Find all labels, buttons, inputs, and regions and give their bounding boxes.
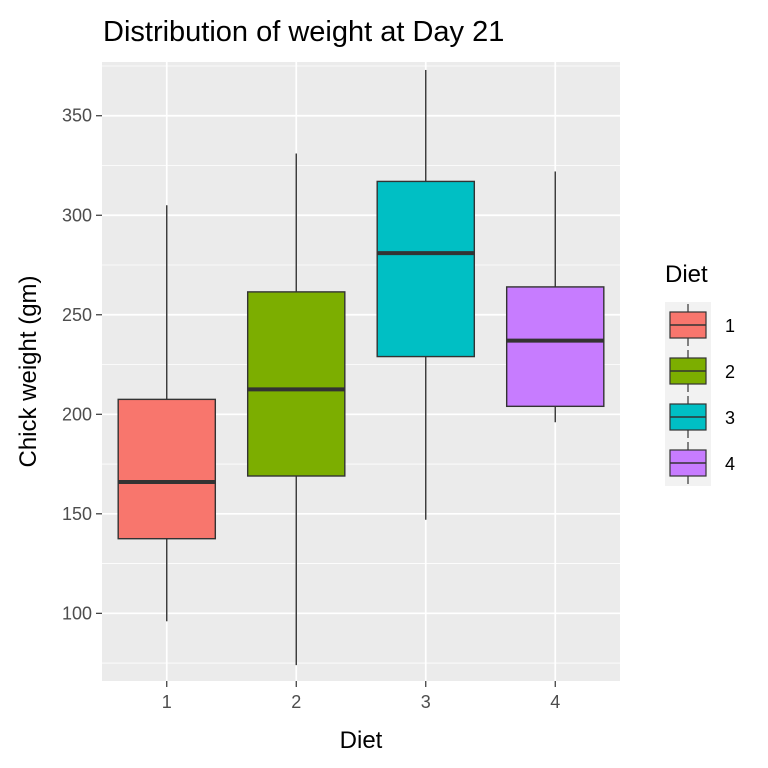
box-body (117, 398, 217, 540)
x-tick-label: 3 (421, 692, 431, 712)
legend-label: 4 (725, 454, 735, 474)
x-tick-label: 4 (550, 692, 560, 712)
legend: Diet 1 2 3 4 (665, 261, 735, 486)
box-body (376, 180, 476, 358)
box-diet-2 (246, 153, 346, 666)
legend-item-4: 4 (669, 442, 735, 484)
box-diet-1 (117, 205, 217, 622)
box-diet-3 (376, 69, 476, 520)
y-tick-label: 250 (62, 305, 92, 325)
box-body (246, 291, 346, 477)
legend-label: 1 (725, 316, 735, 336)
x-tick-label: 1 (162, 692, 172, 712)
legend-label: 3 (725, 408, 735, 428)
legend-item-3: 3 (669, 396, 735, 438)
legend-title: Diet (665, 261, 708, 288)
y-tick-label: 100 (62, 603, 92, 623)
box-diet-4 (505, 171, 605, 423)
y-axis-title: Chick weight (gm) (15, 275, 42, 467)
chart-title: Distribution of weight at Day 21 (103, 16, 504, 48)
legend-label: 2 (725, 362, 735, 382)
x-axis: 1 2 3 4 (162, 681, 560, 712)
x-tick-label: 2 (291, 692, 301, 712)
y-axis: 100 150 200 250 300 350 (62, 106, 102, 623)
box-layer (117, 69, 605, 666)
box-body (505, 286, 605, 408)
y-tick-label: 150 (62, 504, 92, 524)
x-axis-title: Diet (340, 727, 383, 754)
legend-item-2: 2 (669, 350, 735, 392)
legend-item-1: 1 (669, 304, 735, 346)
y-tick-label: 350 (62, 106, 92, 126)
y-tick-label: 200 (62, 404, 92, 424)
y-tick-label: 300 (62, 205, 92, 225)
